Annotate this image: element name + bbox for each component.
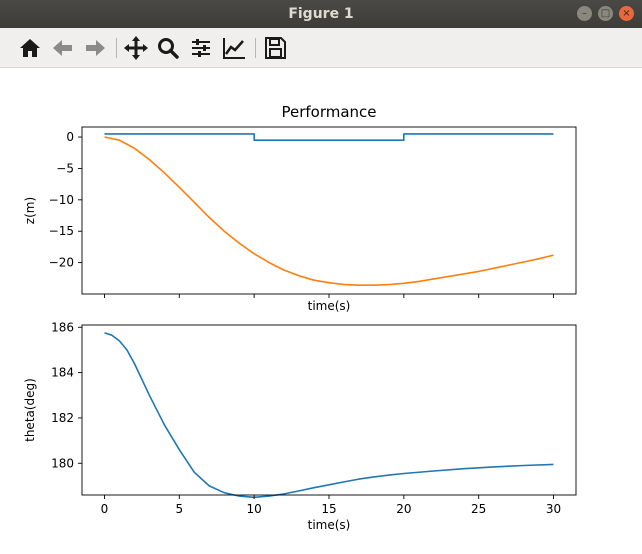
x-axis-label: time(s) xyxy=(308,518,351,532)
forward-button[interactable] xyxy=(81,34,109,62)
x-tick-label: 20 xyxy=(396,502,411,516)
series-line-0 xyxy=(104,133,554,141)
close-icon[interactable]: × xyxy=(619,6,634,21)
home-button[interactable] xyxy=(16,34,44,62)
y-axis-label: z(m) xyxy=(23,197,37,224)
x-axis-label: time(s) xyxy=(308,299,351,313)
y-tick-label: 186 xyxy=(51,320,74,334)
x-tick-label: 30 xyxy=(546,502,561,516)
x-tick-label: 5 xyxy=(175,502,183,516)
x-tick-label: 10 xyxy=(247,502,262,516)
figure-svg[interactable]: 0 −5 −10 −15 −20 time(s) z(m) Performance 0 5 10 1… xyxy=(0,68,642,550)
back-arrow-icon xyxy=(53,40,72,56)
zoom-button[interactable] xyxy=(154,34,182,62)
pan-button[interactable] xyxy=(122,34,150,62)
y-tick-label: 0 xyxy=(66,130,74,144)
configure-subplots-button[interactable] xyxy=(187,34,215,62)
window-title: Figure 1 xyxy=(288,6,354,22)
toolbar-separator xyxy=(116,38,117,58)
edit-axes-button[interactable] xyxy=(220,34,248,62)
window-titlebar: Figure 1 – □ × xyxy=(0,0,642,28)
y-tick-label: 180 xyxy=(51,456,74,470)
y-tick-label: 184 xyxy=(51,366,74,380)
home-icon xyxy=(20,39,40,57)
figure-canvas[interactable]: 0 −5 −10 −15 −20 time(s) z(m) Performance 0 5 10 1… xyxy=(0,68,642,550)
axes-background xyxy=(82,127,576,294)
edit-axes-icon xyxy=(223,38,245,59)
back-button[interactable] xyxy=(49,34,77,62)
x-tick-label: 25 xyxy=(471,502,486,516)
y-tick-label: −5 xyxy=(56,161,74,175)
minimize-icon[interactable]: – xyxy=(577,6,592,21)
save-icon xyxy=(265,37,286,59)
y-tick-label: −15 xyxy=(49,224,74,238)
y-axis-label: theta(deg) xyxy=(23,378,37,442)
axes-bottom[interactable]: 0 5 10 15 20 25 30 180 182 184 186 time(s) theta(deg… xyxy=(23,320,577,532)
maximize-icon[interactable]: □ xyxy=(598,6,613,21)
y-tick-label: −20 xyxy=(49,256,74,270)
chart-title: Performance xyxy=(281,103,376,121)
pan-icon xyxy=(124,36,148,60)
save-button[interactable] xyxy=(261,34,289,62)
x-tick-label: 0 xyxy=(101,502,109,516)
series-line-1 xyxy=(104,136,554,286)
forward-arrow-icon xyxy=(86,40,105,56)
configure-subplots-icon xyxy=(192,39,210,57)
toolbar-separator xyxy=(255,38,256,58)
y-tick-label: −10 xyxy=(49,193,74,207)
zoom-icon xyxy=(158,38,179,59)
x-tick-label: 15 xyxy=(321,502,336,516)
axes-top[interactable]: 0 −5 −10 −15 −20 time(s) z(m) Performance xyxy=(23,103,577,313)
navigation-toolbar xyxy=(0,28,642,68)
y-tick-label: 182 xyxy=(51,411,74,425)
